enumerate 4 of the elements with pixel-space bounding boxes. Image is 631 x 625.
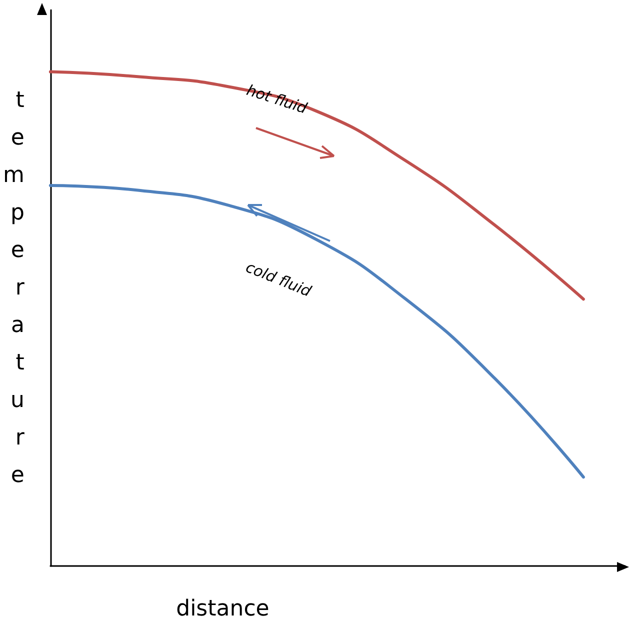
text: cold fluid bbox=[244, 258, 314, 300]
text: temperature bbox=[2, 88, 24, 488]
x-axis-title: distance bbox=[176, 596, 270, 622]
text: hot fluid bbox=[244, 81, 310, 118]
